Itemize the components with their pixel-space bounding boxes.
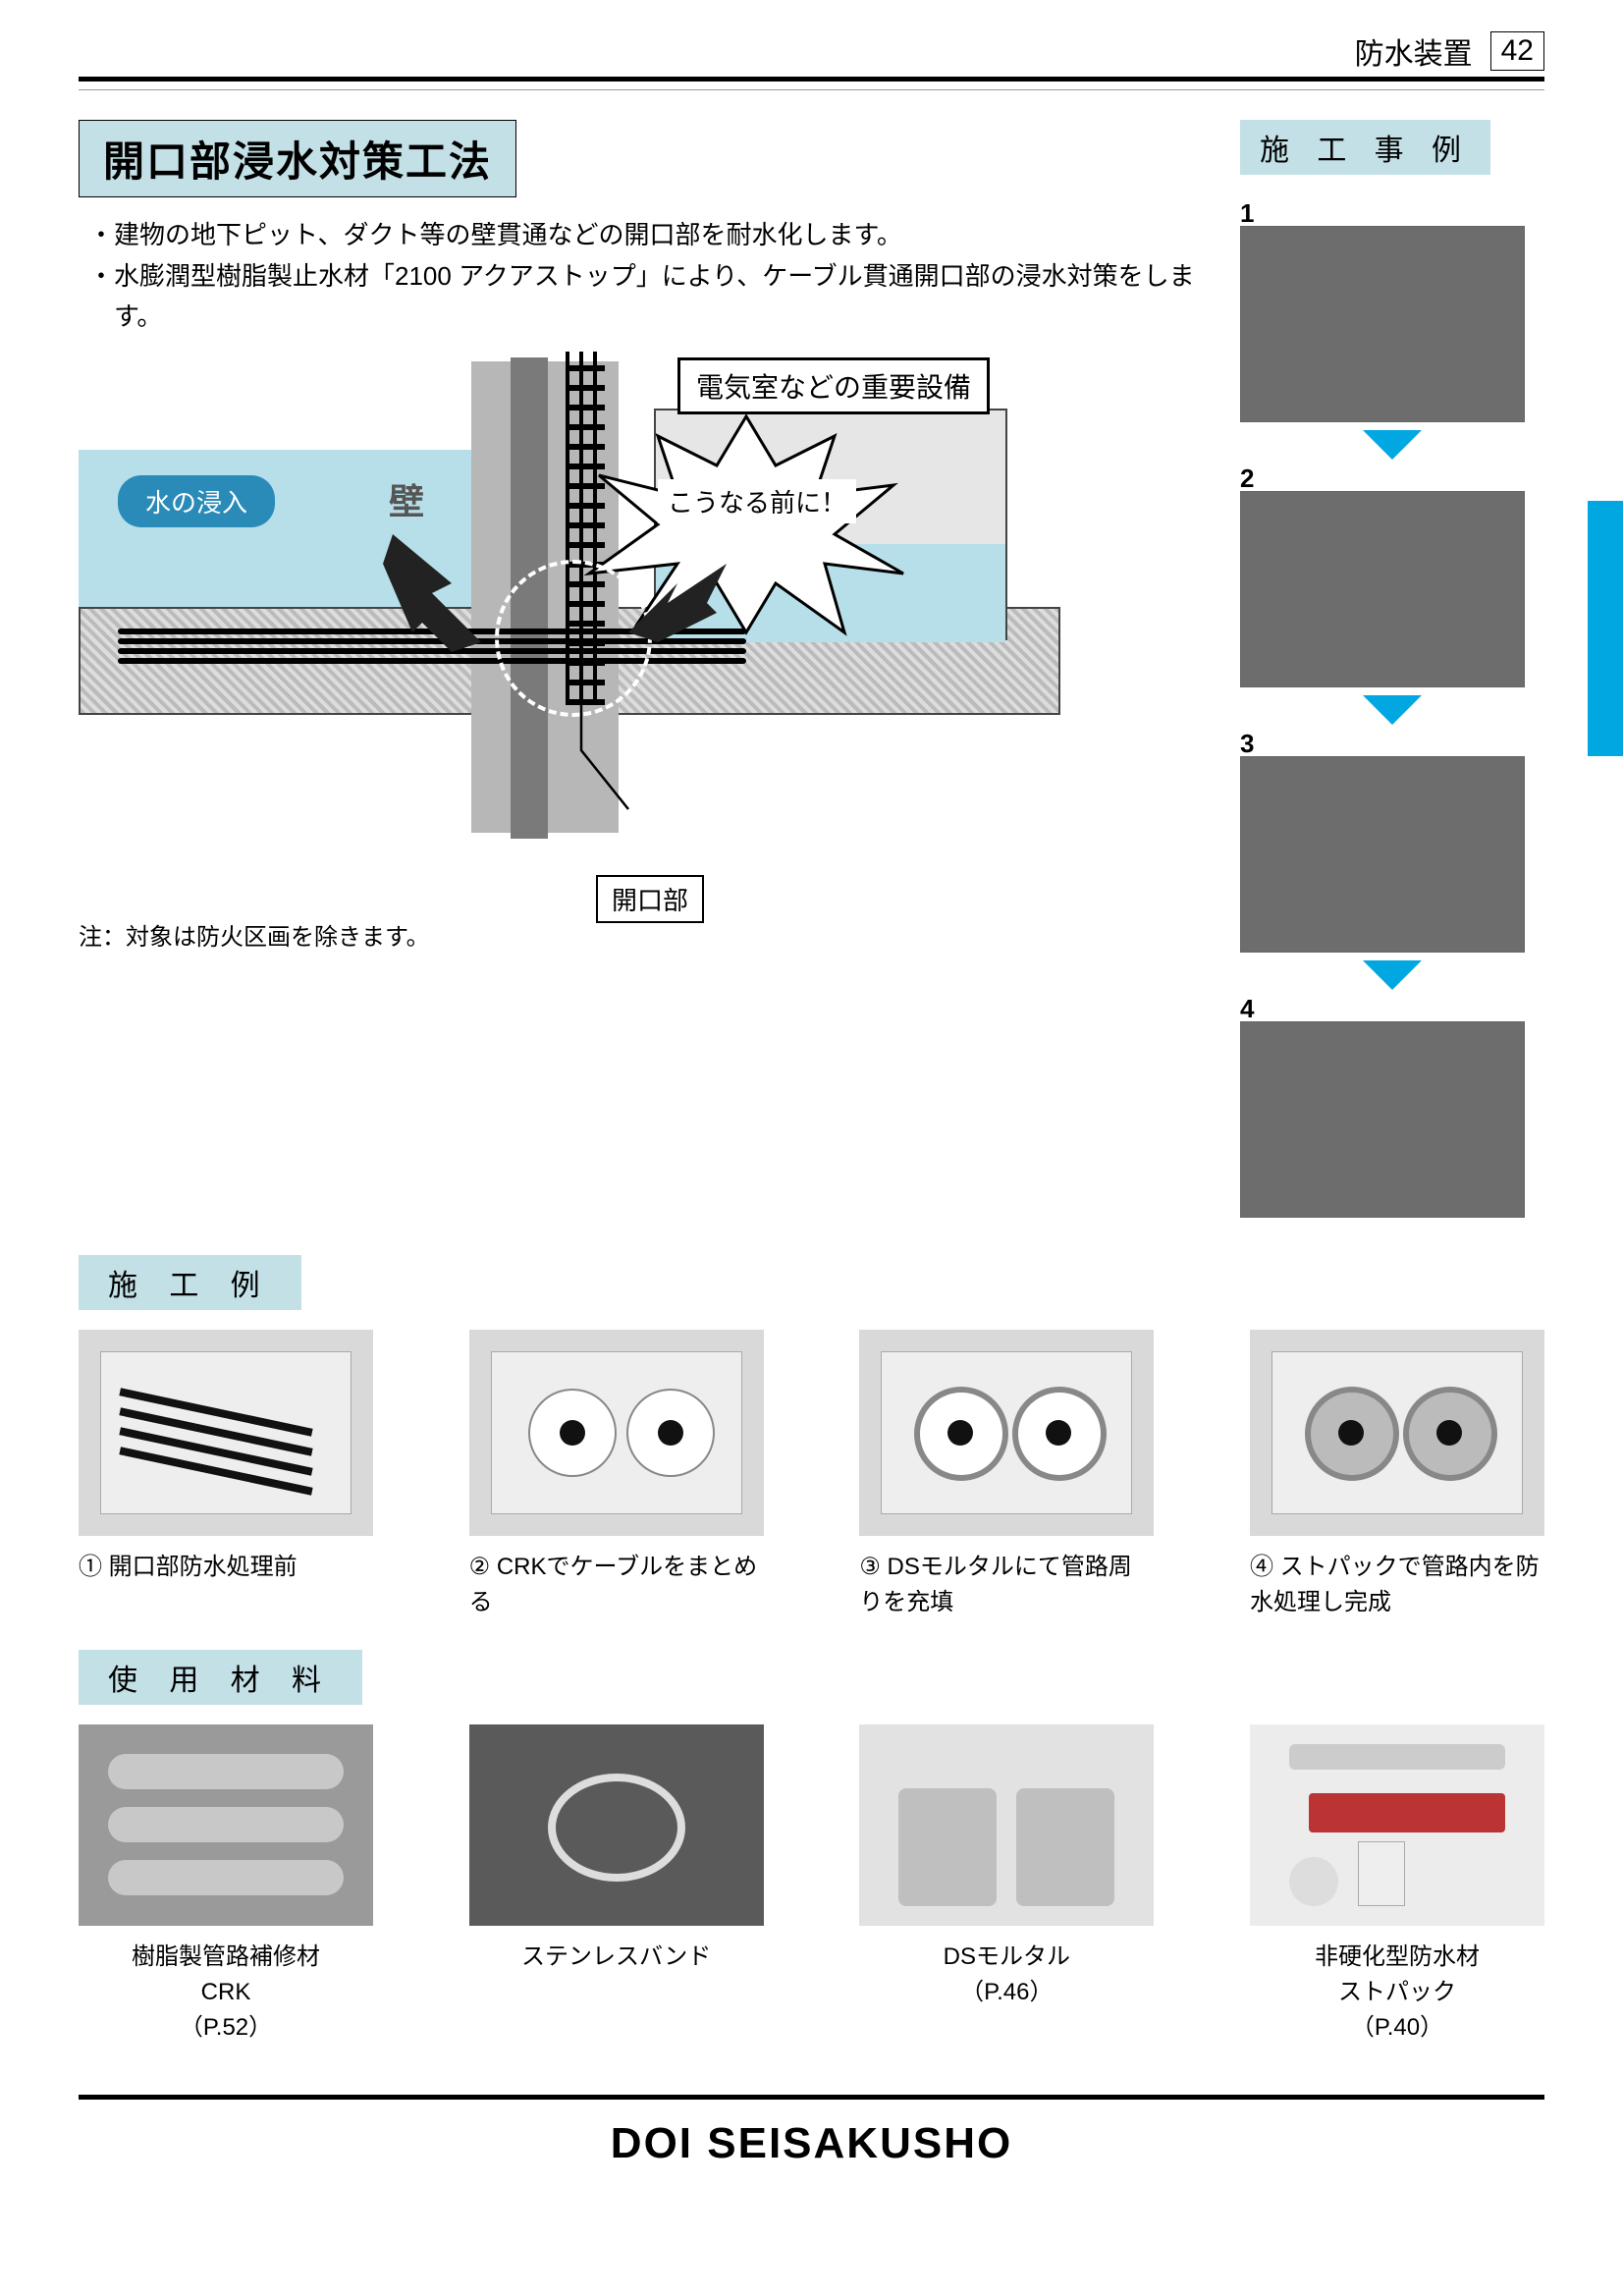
material-page-1: （P.52） bbox=[79, 2010, 373, 2046]
bullet-2: ・水膨潤型樹脂製止水材「2100 アクアストップ」により、ケーブル貫通開口部の浸… bbox=[88, 256, 1201, 338]
bullet-1: ・建物の地下ピット、ダクト等の壁貫通などの開口部を耐水化します。 bbox=[88, 215, 1201, 256]
case-photo-3: 3 bbox=[1240, 756, 1544, 953]
material-sub-4: ストパック bbox=[1250, 1975, 1544, 2010]
example-thumb-4 bbox=[1250, 1330, 1544, 1536]
case-section-label: 施 工 事 例 bbox=[1240, 120, 1490, 175]
case-num-2: 2 bbox=[1240, 464, 1254, 494]
example-caption-4: ④ ストパックで管路内を防水処理し完成 bbox=[1250, 1550, 1544, 1620]
case-num-4: 4 bbox=[1240, 994, 1254, 1024]
footer-rule bbox=[79, 2095, 1544, 2100]
case-photo-image bbox=[1240, 756, 1525, 953]
case-photo-2: 2 bbox=[1240, 491, 1544, 687]
case-photo-image bbox=[1240, 491, 1525, 687]
case-num-1: 1 bbox=[1240, 198, 1254, 229]
infiltration-arrow-icon bbox=[373, 524, 530, 672]
left-column: 開口部浸水対策工法 ・建物の地下ピット、ダクト等の壁貫通などの開口部を耐水化しま… bbox=[79, 120, 1201, 1226]
example-item-1: ① 開口部防水処理前 bbox=[79, 1330, 373, 1620]
cross-section-diagram: 水の浸入 壁 電気室などの重要設備 こうなる前に！ 開口部 bbox=[79, 357, 1060, 907]
materials-section-label: 使 用 材 料 bbox=[79, 1650, 362, 1705]
chevron-down-icon bbox=[1363, 960, 1422, 990]
material-photo-4 bbox=[1250, 1724, 1544, 1926]
material-name-3: DSモルタル bbox=[859, 1940, 1154, 1975]
water-infiltration-label: 水の浸入 bbox=[118, 475, 275, 527]
example-caption-1: ① 開口部防水処理前 bbox=[79, 1550, 373, 1585]
material-photo-1 bbox=[79, 1724, 373, 1926]
material-name-1: 樹脂製管路補修材 bbox=[79, 1940, 373, 1975]
page-header: 防水装置 42 bbox=[79, 29, 1544, 73]
material-item-4: 非硬化型防水材 ストパック （P.40） bbox=[1250, 1724, 1544, 2046]
page-root: 防水装置 42 開口部浸水対策工法 ・建物の地下ピット、ダクト等の壁貫通などの開… bbox=[0, 0, 1623, 2296]
page-title: 開口部浸水対策工法 bbox=[79, 120, 516, 197]
example-item-4: ④ ストパックで管路内を防水処理し完成 bbox=[1250, 1330, 1544, 1620]
burst-label: こうなる前に！ bbox=[658, 479, 856, 523]
example-caption-2: ② CRKでケーブルをまとめる bbox=[469, 1550, 764, 1620]
chevron-down-icon bbox=[1363, 695, 1422, 725]
material-photo-3 bbox=[859, 1724, 1154, 1926]
material-sub-1: CRK bbox=[79, 1975, 373, 2010]
example-grid: ① 開口部防水処理前 ② CRKでケーブルをまとめる ③ DSモルタルにて管路周… bbox=[79, 1330, 1544, 1620]
opening-label: 開口部 bbox=[596, 875, 704, 923]
page-number: 42 bbox=[1490, 31, 1544, 71]
material-name-2: ステンレスバンド bbox=[469, 1940, 764, 1975]
material-photo-2 bbox=[469, 1724, 764, 1926]
main-columns: 開口部浸水対策工法 ・建物の地下ピット、ダクト等の壁貫通などの開口部を耐水化しま… bbox=[79, 120, 1544, 1226]
example-item-2: ② CRKでケーブルをまとめる bbox=[469, 1330, 764, 1620]
material-item-1: 樹脂製管路補修材 CRK （P.52） bbox=[79, 1724, 373, 2046]
footer-brand: DOI SEISAKUSHO bbox=[79, 2119, 1544, 2168]
case-photo-4: 4 bbox=[1240, 1021, 1544, 1218]
material-item-2: ステンレスバンド bbox=[469, 1724, 764, 2046]
materials-grid: 樹脂製管路補修材 CRK （P.52） ステンレスバンド DSモルタル （P.4… bbox=[79, 1724, 1544, 2046]
callout-line-icon bbox=[560, 682, 648, 839]
case-photo-image bbox=[1240, 226, 1525, 422]
case-photo-1: 1 bbox=[1240, 226, 1544, 422]
header-rule-thin bbox=[79, 89, 1544, 90]
material-item-3: DSモルタル （P.46） bbox=[859, 1724, 1154, 2046]
chevron-down-icon bbox=[1363, 430, 1422, 460]
example-thumb-3 bbox=[859, 1330, 1154, 1536]
material-page-3: （P.46） bbox=[859, 1975, 1154, 2010]
material-page-4: （P.40） bbox=[1250, 2010, 1544, 2046]
section-tab bbox=[1588, 501, 1623, 756]
case-photo-image bbox=[1240, 1021, 1525, 1218]
example-item-3: ③ DSモルタルにて管路周りを充填 bbox=[859, 1330, 1154, 1620]
example-caption-3: ③ DSモルタルにて管路周りを充填 bbox=[859, 1550, 1154, 1620]
outflow-arrow-icon bbox=[619, 554, 746, 662]
example-thumb-2 bbox=[469, 1330, 764, 1536]
wall-label: 壁 bbox=[389, 473, 424, 524]
material-name-4: 非硬化型防水材 bbox=[1250, 1940, 1544, 1975]
example-thumb-1 bbox=[79, 1330, 373, 1536]
example-section-label: 施 工 例 bbox=[79, 1255, 301, 1310]
case-num-3: 3 bbox=[1240, 729, 1254, 759]
category-label: 防水装置 bbox=[1355, 29, 1473, 73]
right-column: 施 工 事 例 1 2 3 4 bbox=[1240, 120, 1544, 1226]
header-rule-thick bbox=[79, 77, 1544, 82]
intro-bullets: ・建物の地下ピット、ダクト等の壁貫通などの開口部を耐水化します。 ・水膨潤型樹脂… bbox=[88, 215, 1201, 338]
